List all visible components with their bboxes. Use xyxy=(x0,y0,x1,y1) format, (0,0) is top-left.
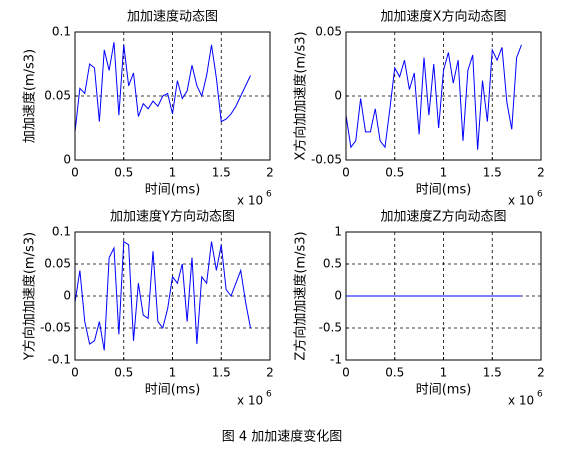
y-tick-label: 0.05 xyxy=(44,89,71,103)
y-tick-label: 0.05 xyxy=(315,25,342,39)
figure-caption: 图 4 加加速度变化图 xyxy=(222,429,343,445)
x-multiplier: x 10 xyxy=(237,194,263,208)
chart-title: 加加速度Y方向动态图 xyxy=(110,209,235,225)
y-tick-label: 0 xyxy=(334,89,342,103)
y-axis-label: Y方向加加速度(m/s3) xyxy=(22,232,38,361)
x-tick-label: 0.5 xyxy=(114,366,133,380)
x-tick-label: 0.5 xyxy=(385,166,404,180)
y-tick-label: 1 xyxy=(334,225,342,239)
chart-title: 加加速度Z方向动态图 xyxy=(381,209,507,225)
data-line xyxy=(74,42,251,132)
x-multiplier: x 10 xyxy=(508,394,534,408)
x-tick-label: 0.5 xyxy=(114,166,133,180)
y-tick-label: -0.05 xyxy=(40,321,71,335)
x-tick-label: 1.5 xyxy=(212,166,231,180)
chart-title: 加加速度X方向动态图 xyxy=(381,9,507,25)
x-multiplier-exponent: 6 xyxy=(537,190,543,200)
x-tick-label: 2 xyxy=(537,366,545,380)
x-tick-label: 2 xyxy=(266,366,274,380)
x-multiplier: x 10 xyxy=(237,394,263,408)
y-tick-label: 0 xyxy=(63,289,71,303)
x-tick-label: 0 xyxy=(71,166,79,180)
axes-box xyxy=(345,31,542,161)
y-tick-label: 0.1 xyxy=(52,25,71,39)
y-tick-label: 0 xyxy=(63,153,71,167)
y-axis-label: 加加速度(m/s3) xyxy=(22,49,38,143)
x-axis-label: 时间(ms) xyxy=(145,183,201,198)
x-tick-label: 2 xyxy=(266,166,274,180)
y-tick-label: 0.5 xyxy=(323,257,342,271)
y-axis-label: Z方向加加速度(m/s3) xyxy=(293,231,309,360)
x-tick-label: 0 xyxy=(342,166,350,180)
data-line xyxy=(74,240,251,351)
x-tick-label: 1 xyxy=(440,166,448,180)
x-multiplier-exponent: 6 xyxy=(537,390,543,400)
y-tick-label: -1 xyxy=(330,353,342,367)
x-tick-label: 0 xyxy=(342,366,350,380)
x-tick-label: 1 xyxy=(440,366,448,380)
data-line xyxy=(345,44,522,150)
chart-title: 加加速度动态图 xyxy=(127,9,218,25)
x-axis-label: 时间(ms) xyxy=(416,183,472,198)
axes-box xyxy=(345,231,542,361)
x-tick-label: 1.5 xyxy=(483,366,502,380)
x-tick-label: 1.5 xyxy=(212,366,231,380)
y-tick-label: 0.1 xyxy=(52,225,71,239)
y-axis-label: X方向加加速度(m/s3) xyxy=(293,31,309,160)
x-tick-label: 1.5 xyxy=(483,166,502,180)
x-tick-label: 1 xyxy=(169,366,177,380)
x-tick-label: 1 xyxy=(169,166,177,180)
x-axis-label: 时间(ms) xyxy=(145,383,201,398)
y-tick-label: 0 xyxy=(334,289,342,303)
x-tick-label: 0.5 xyxy=(385,366,404,380)
y-tick-label: -0.5 xyxy=(319,321,342,335)
y-tick-label: -0.1 xyxy=(48,353,71,367)
axes-box xyxy=(74,231,271,361)
x-tick-label: 2 xyxy=(537,166,545,180)
x-tick-label: 0 xyxy=(71,366,79,380)
axes-box xyxy=(74,31,271,161)
x-multiplier-exponent: 6 xyxy=(266,390,272,400)
x-axis-label: 时间(ms) xyxy=(416,383,472,398)
y-tick-label: 0.05 xyxy=(44,257,71,271)
y-tick-label: -0.05 xyxy=(311,153,342,167)
x-multiplier-exponent: 6 xyxy=(266,190,272,200)
x-multiplier: x 10 xyxy=(508,194,534,208)
